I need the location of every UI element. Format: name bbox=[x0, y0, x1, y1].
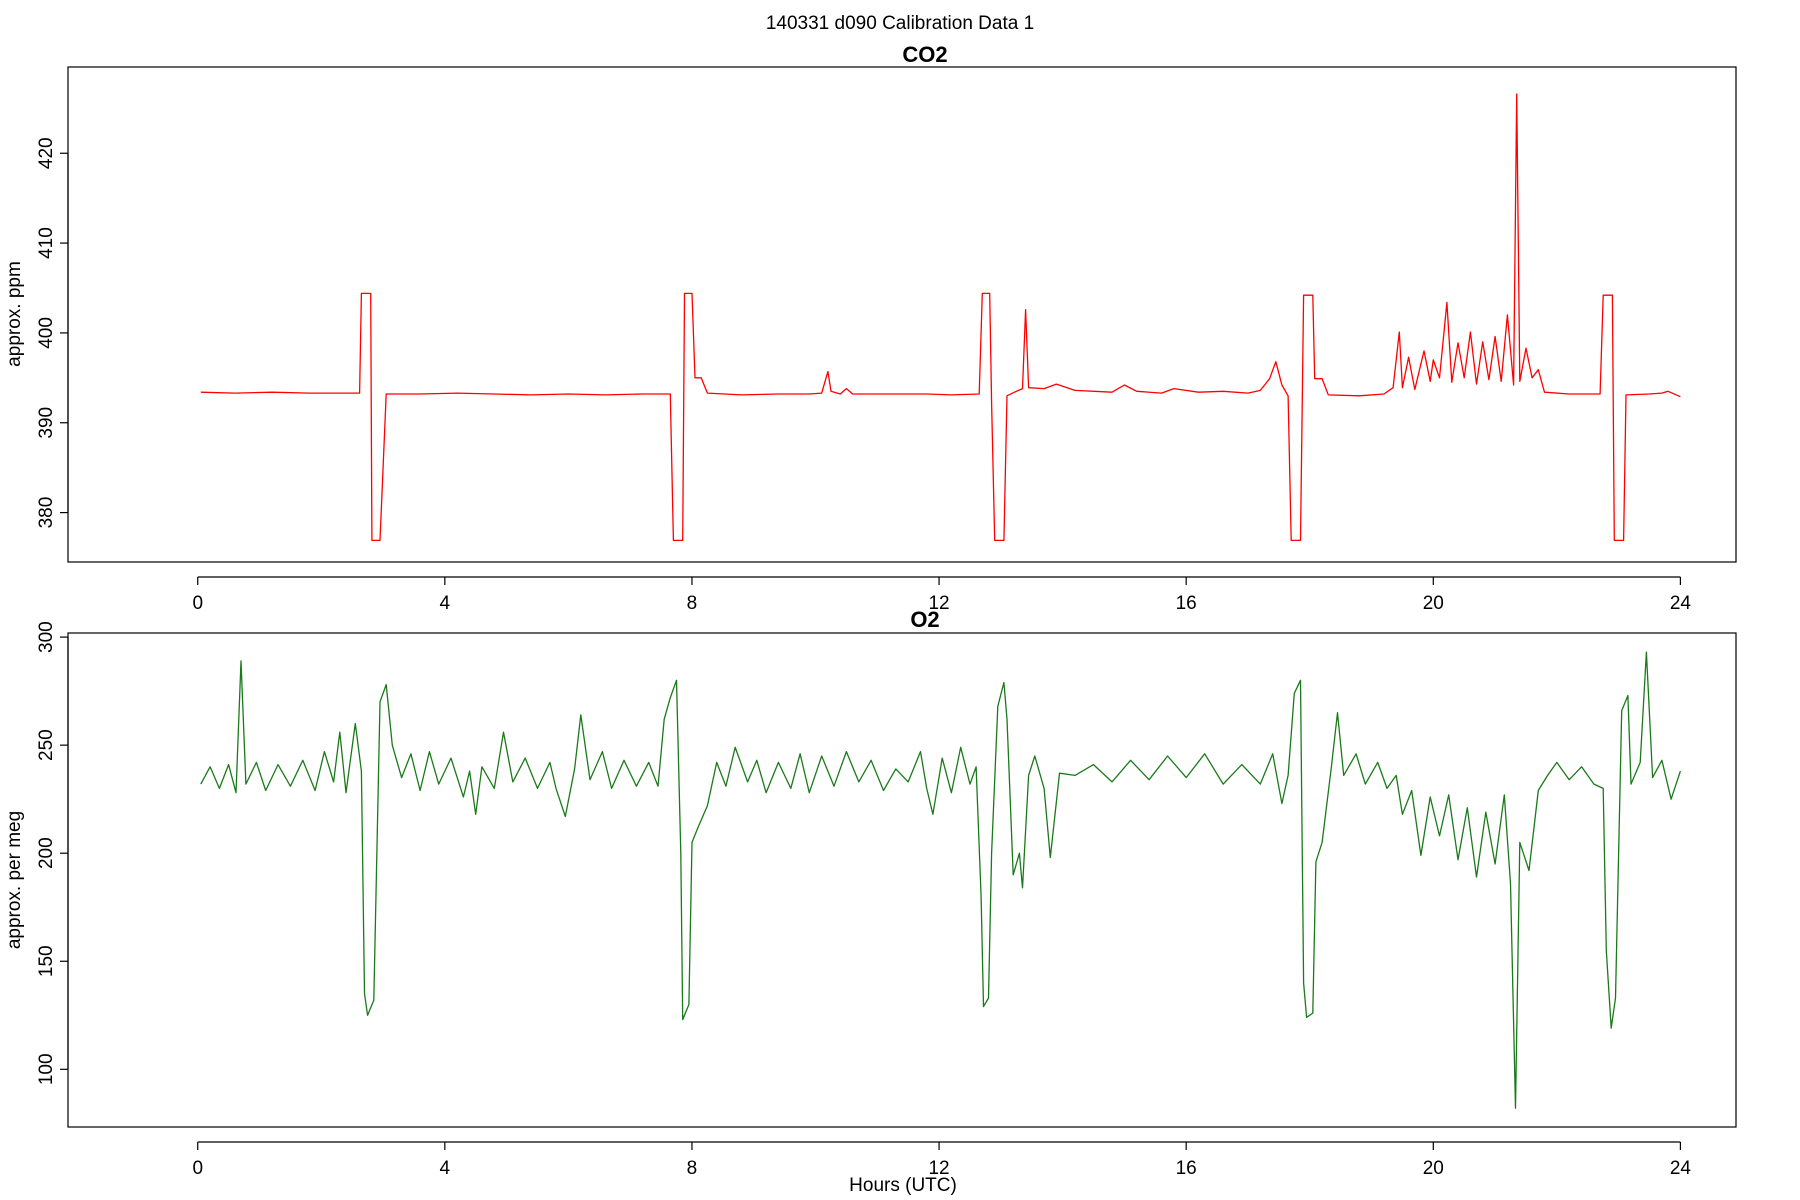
co2-y-axis-label: approx. ppm bbox=[4, 261, 25, 367]
o2-x-tick-label: 12 bbox=[928, 1158, 949, 1179]
co2-y-tick-label: 390 bbox=[36, 407, 57, 439]
co2-x-axis: 0 4 8 12 16 20 24 bbox=[192, 576, 1692, 614]
co2-y-tick-label: 420 bbox=[36, 137, 57, 169]
co2-y-tick-label: 400 bbox=[36, 317, 57, 349]
o2-x-tick-label: 20 bbox=[1423, 1158, 1444, 1179]
co2-x-tick-label: 12 bbox=[928, 593, 949, 614]
co2-y-tick-label: 410 bbox=[36, 227, 57, 259]
o2-x-tick-label: 24 bbox=[1670, 1158, 1692, 1179]
figure-title: 140331 d090 Calibration Data 1 bbox=[766, 13, 1034, 34]
co2-plot-frame bbox=[67, 66, 1737, 563]
co2-x-tick-label: 0 bbox=[192, 593, 203, 614]
o2-x-tick-label: 0 bbox=[192, 1158, 203, 1179]
co2-x-tick-label: 16 bbox=[1176, 593, 1197, 614]
o2-panel: O2 0 4 8 12 16 20 24 100 150 200 250 300 approx. p… bbox=[4, 607, 1737, 1196]
o2-y-axis-label: approx. per meg bbox=[4, 811, 25, 949]
o2-x-axis-label: Hours (UTC) bbox=[849, 1175, 957, 1196]
o2-series-line bbox=[200, 651, 1682, 1109]
co2-x-tick-label: 8 bbox=[687, 593, 698, 614]
co2-y-axis: 380 390 400 410 420 bbox=[36, 137, 69, 529]
co2-series-line bbox=[200, 93, 1681, 542]
co2-x-tick-label: 20 bbox=[1423, 593, 1444, 614]
co2-x-tick-label: 24 bbox=[1670, 593, 1692, 614]
co2-x-tick-label: 4 bbox=[440, 593, 451, 614]
o2-y-tick-label: 100 bbox=[36, 1053, 57, 1085]
o2-y-tick-label: 150 bbox=[36, 945, 57, 977]
o2-x-tick-label: 16 bbox=[1176, 1158, 1197, 1179]
o2-x-tick-label: 4 bbox=[440, 1158, 451, 1179]
o2-y-tick-label: 200 bbox=[36, 837, 57, 869]
o2-x-tick-label: 8 bbox=[687, 1158, 698, 1179]
o2-panel-title: O2 bbox=[910, 607, 939, 632]
o2-y-tick-label: 250 bbox=[36, 729, 57, 761]
o2-plot-frame bbox=[67, 632, 1737, 1128]
o2-y-axis: 100 150 200 250 300 bbox=[36, 621, 69, 1085]
o2-y-tick-label: 300 bbox=[36, 621, 57, 653]
o2-x-axis: 0 4 8 12 16 20 24 bbox=[192, 1141, 1692, 1179]
co2-y-tick-label: 380 bbox=[36, 497, 57, 529]
co2-panel: CO2 0 4 8 12 16 20 24 380 390 400 410 420 approx. … bbox=[4, 42, 1737, 614]
co2-panel-title: CO2 bbox=[902, 42, 947, 67]
